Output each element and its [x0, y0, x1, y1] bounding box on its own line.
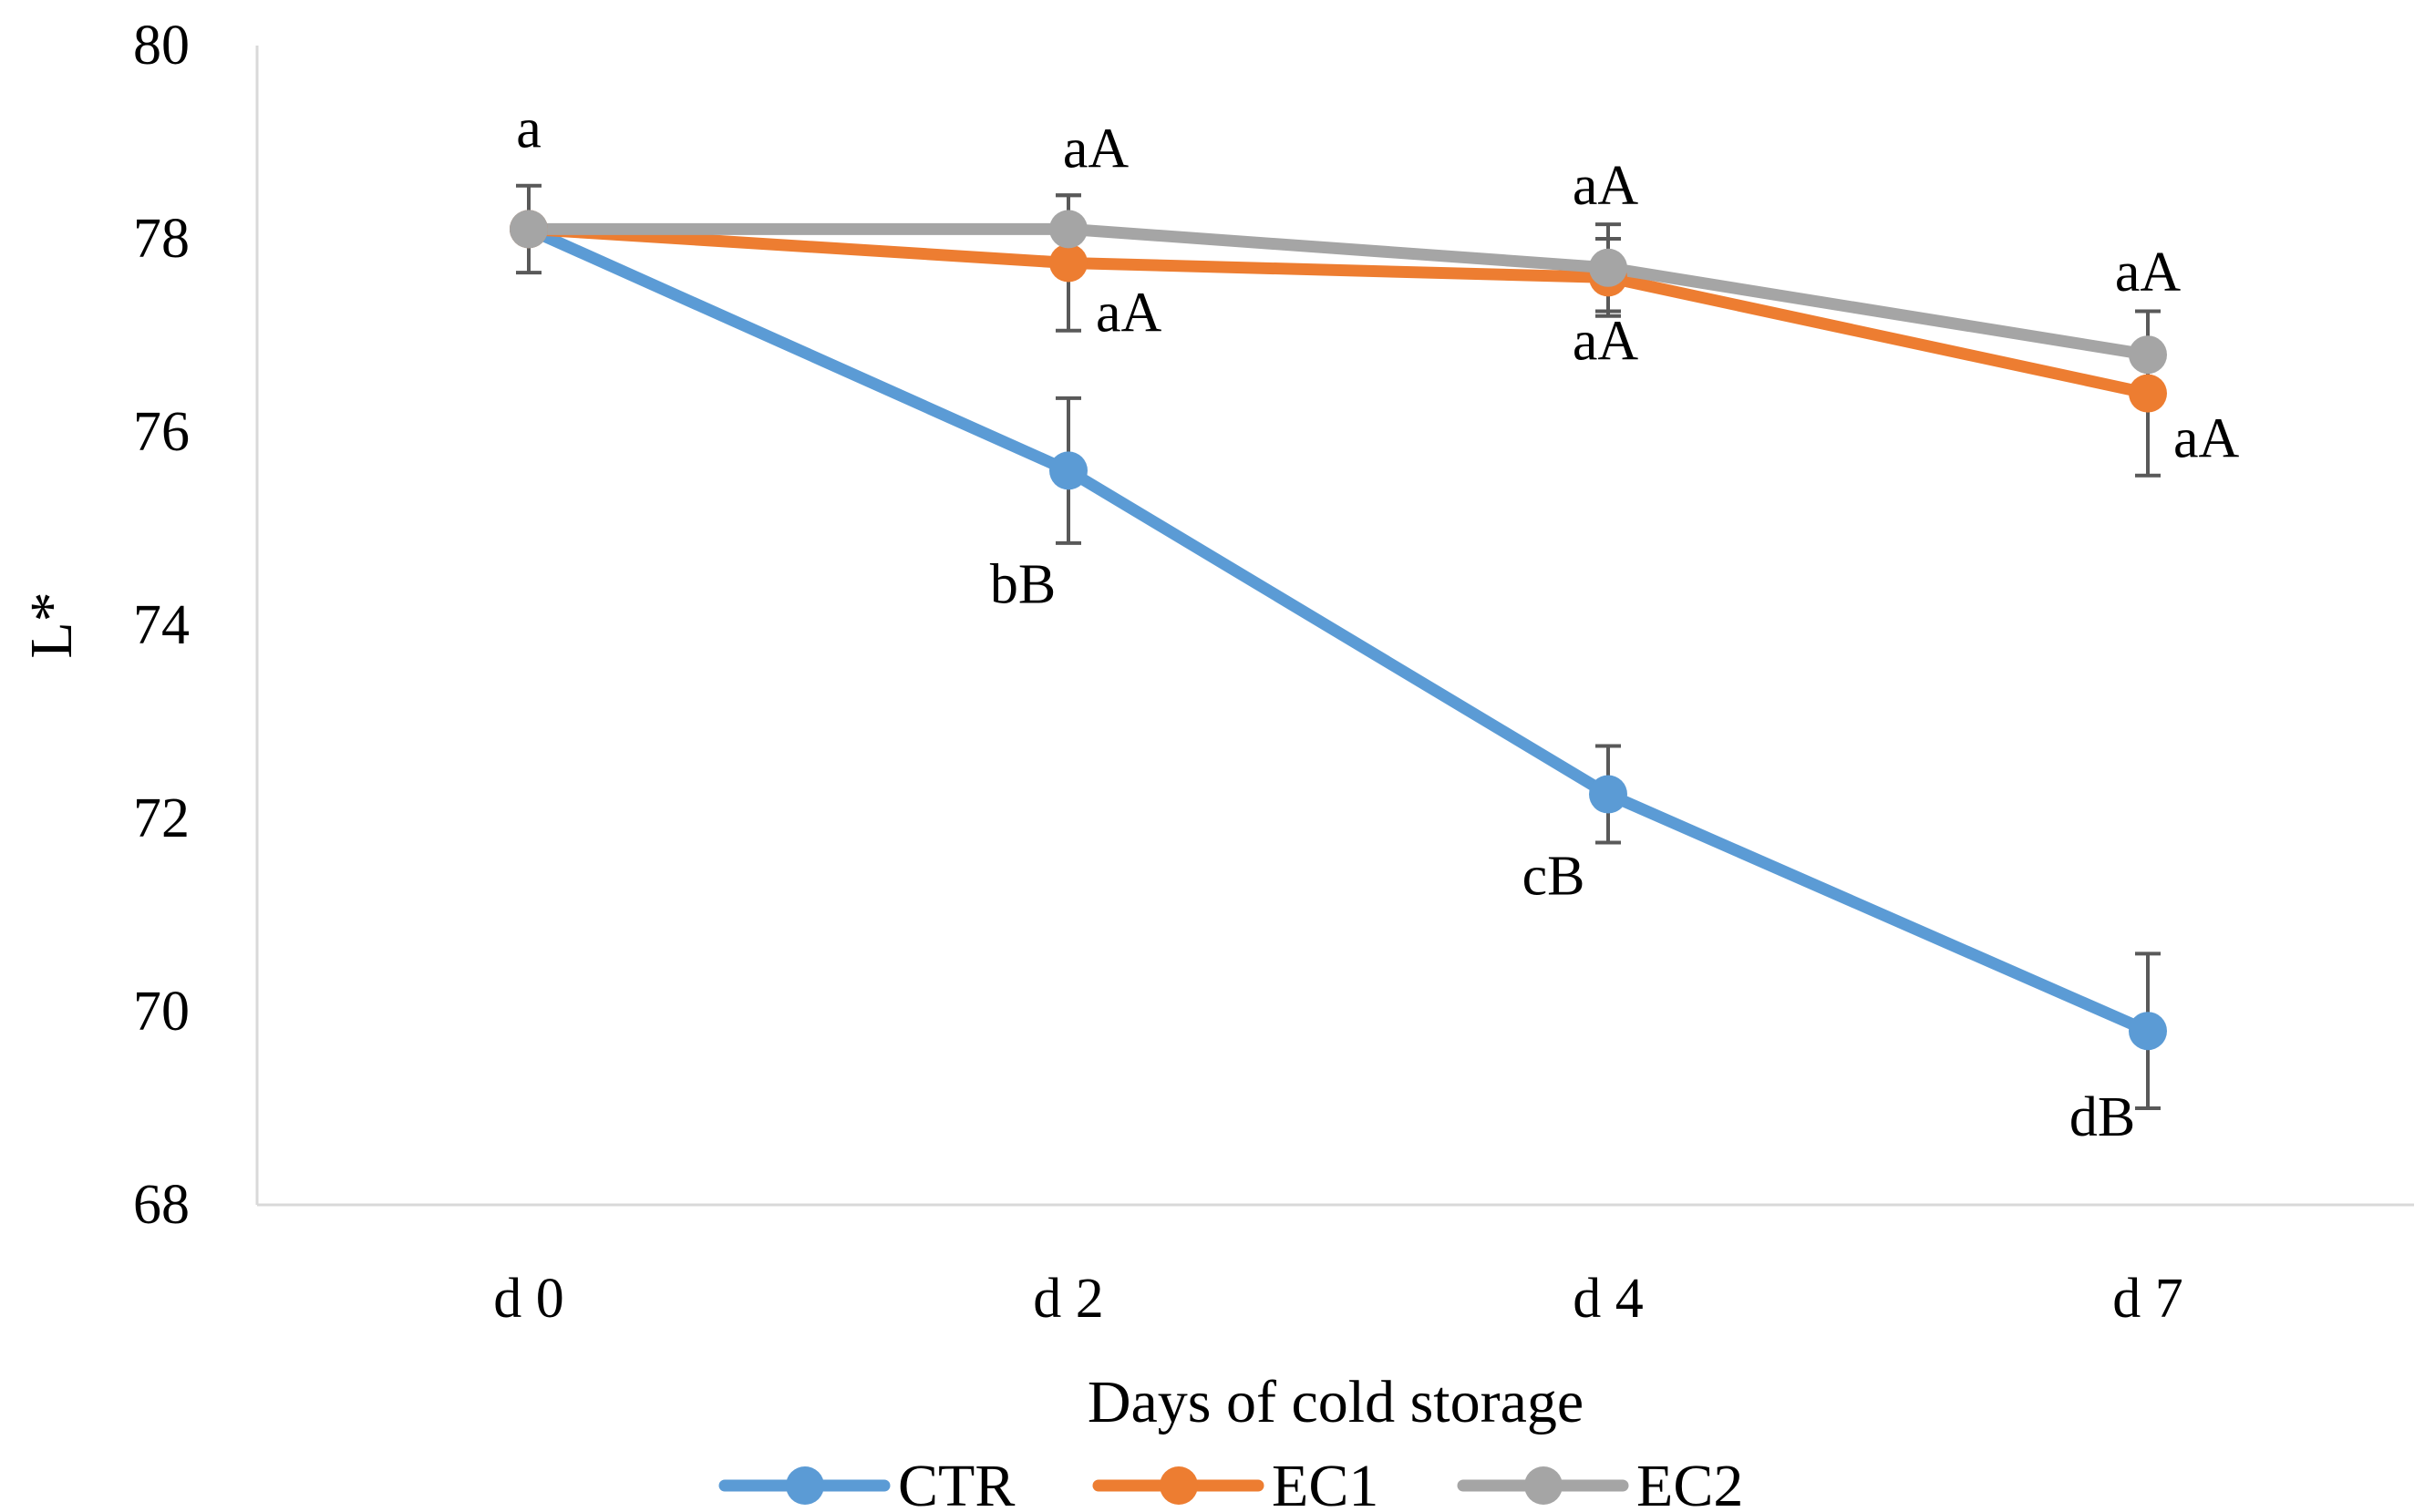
x-tick-label: d 2 — [1033, 1268, 1104, 1330]
y-tick-label: 76 — [133, 401, 190, 463]
y-tick-label: 68 — [133, 1174, 190, 1236]
ec2-point — [2129, 335, 2167, 375]
ctr-point — [2129, 1012, 2167, 1051]
y-tick-label: 80 — [133, 15, 190, 77]
ctr-significance-label: dB — [2069, 1086, 2135, 1148]
ec1-series-line — [522, 222, 2154, 400]
error-bars — [516, 183, 2161, 1110]
x-tick-label: d 0 — [493, 1268, 564, 1330]
ec1-significance-label: aA — [2173, 408, 2240, 470]
ctr-legend-label: CTR — [898, 1453, 1015, 1512]
y-axis-title: L* — [18, 591, 85, 658]
ec2-point — [1589, 248, 1627, 287]
x-axis-title: Days of cold storage — [1088, 1369, 1584, 1435]
ec2-legend-label: EC2 — [1636, 1453, 1743, 1512]
ec1-point — [1049, 243, 1088, 283]
ctr-significance-label: a — [516, 98, 542, 159]
ctr-significance-label: bB — [990, 553, 1056, 615]
ec2-series-line — [522, 222, 2154, 361]
legend: CTR EC1 EC2 — [718, 1453, 1743, 1512]
ec1-point — [2129, 374, 2167, 413]
ctr-series-line — [522, 222, 2154, 1037]
x-tick-label: d 7 — [2112, 1268, 2183, 1330]
ec2-significance-label: aA — [1573, 155, 1639, 217]
series-markers — [510, 210, 2167, 1051]
ec1-legend-label: EC1 — [1272, 1453, 1378, 1512]
y-tick-label: 70 — [133, 981, 190, 1043]
ctr-legend-marker — [786, 1466, 824, 1505]
y-tick-label: 72 — [133, 787, 190, 849]
ctr-significance-label: cB — [1522, 846, 1585, 908]
ec1-legend-marker — [1160, 1466, 1198, 1505]
x-tick-labels: d 0 d 2 d 4 d 7 — [493, 1268, 2183, 1330]
ctr-point — [1049, 451, 1088, 490]
significance-labels: a bB cB dB aA aA aA aA aA aA — [516, 98, 2239, 1148]
y-tick-label: 74 — [133, 594, 190, 656]
ec2-point — [1049, 210, 1088, 249]
ec2-point — [510, 210, 548, 249]
ctr-point — [1589, 775, 1627, 814]
ec2-significance-label: aA — [2115, 242, 2182, 303]
series-lines — [522, 222, 2154, 1037]
ec1-significance-label: aA — [1573, 310, 1639, 372]
ec1-significance-label: aA — [1096, 283, 1162, 345]
y-tick-label: 78 — [133, 208, 190, 270]
y-tick-labels: 68 70 72 74 76 78 80 — [133, 15, 190, 1236]
x-tick-label: d 4 — [1573, 1268, 1644, 1330]
ec2-legend-marker — [1524, 1466, 1563, 1505]
ec2-significance-label: aA — [1063, 118, 1130, 180]
